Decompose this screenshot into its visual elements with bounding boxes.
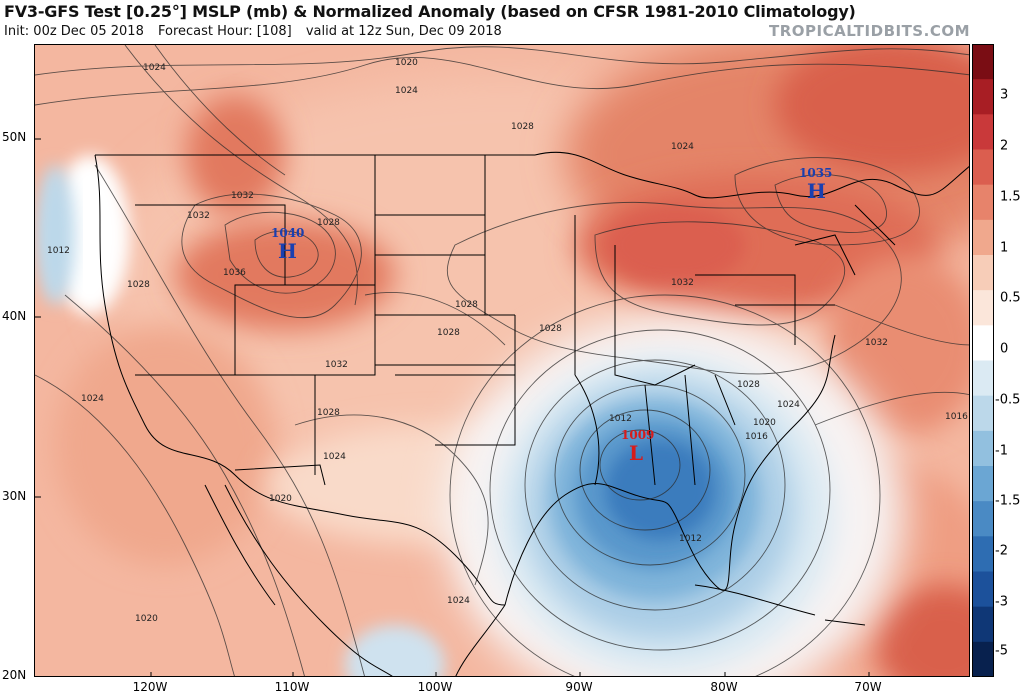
colorbar-swatch [972, 219, 994, 256]
colorbar-tick: 0 [1000, 341, 1009, 357]
lon-label-90w: 90W [565, 680, 593, 694]
isobar-label: 1032 [231, 191, 254, 201]
lat-label-40n: 40N [2, 309, 27, 323]
anomaly-colorbar [972, 44, 1020, 678]
colorbar-swatch [972, 536, 994, 573]
colorbar-swatch [972, 466, 994, 502]
colorbar-border [972, 44, 994, 677]
isobar-label: 1028 [511, 122, 534, 132]
isobar-label: 1028 [737, 380, 760, 390]
isobar-label: 1012 [47, 246, 70, 256]
isobar-label: 1028 [437, 328, 460, 338]
colorbar-tick: -1.5 [995, 493, 1021, 509]
high-pressure-symbol: H [278, 239, 297, 263]
colorbar-swatch [972, 149, 994, 186]
colorbar-swatch [972, 501, 994, 537]
high-pressure-symbol: H [807, 179, 826, 203]
isobar-label: 1024 [447, 596, 470, 606]
colorbar-swatch [972, 290, 994, 326]
isobar-label: 1020 [753, 418, 776, 428]
isobar-label: 1020 [269, 494, 292, 504]
colorbar-tick: -1 [995, 443, 1008, 459]
isobar-label: 1012 [679, 534, 702, 544]
lon-label-80w: 80W [710, 680, 738, 694]
colorbar-swatch [972, 395, 994, 432]
pressure-centers: 1040 H 1035 H 1009 L [271, 166, 832, 465]
colorbar-swatch [972, 325, 994, 362]
colorbar-tick: -0.5 [995, 392, 1021, 408]
anomaly-shading [35, 45, 969, 676]
anomaly-map[interactable]: 1024 1020 1024 1028 1024 1032 1032 1012 … [34, 44, 970, 677]
colorbar-tick: 3 [1000, 87, 1009, 103]
axis-ticks [35, 138, 870, 676]
isobar-label: 1032 [187, 211, 210, 221]
isobar-label-group: 1024 1020 1024 1028 1024 1032 1032 1012 … [47, 58, 968, 624]
isobar-label: 1024 [777, 400, 800, 410]
lon-label-70w: 70W [854, 680, 882, 694]
isobar-label: 1032 [325, 360, 348, 370]
isobar-label: 1028 [455, 300, 478, 310]
colorbar-swatch [972, 255, 994, 291]
map-title: FV3-GFS Test [0.25°] MSLP (mb) & Normali… [4, 2, 856, 21]
isobar-label: 1024 [323, 452, 346, 462]
lat-label-50n: 50N [2, 130, 27, 144]
colorbar-tick: -5 [995, 643, 1008, 659]
isobar-label: 1016 [945, 412, 968, 422]
isobar-label: 1012 [609, 414, 632, 424]
lon-label-120w: 120W [132, 680, 168, 694]
colorbar-swatch [972, 571, 994, 608]
isobar-label: 1020 [135, 614, 158, 624]
isobar-contours [35, 45, 969, 676]
colorbar-swatch [972, 44, 994, 80]
valid-time: valid at 12z Sun, Dec 09 2018 [305, 24, 502, 39]
isobar-label: 1028 [127, 280, 150, 290]
colorbar-swatch [972, 430, 994, 467]
colorbar-tick: -3 [995, 594, 1008, 610]
forecast-hour: Forecast Hour: [108] [157, 24, 292, 39]
lon-label-100w: 100W [417, 680, 453, 694]
isobar-label: 1032 [671, 278, 694, 288]
isobar-label: 1028 [317, 408, 340, 418]
isobar-label: 1016 [745, 432, 768, 442]
colorbar-swatch [972, 79, 994, 115]
isobar-label: 1020 [395, 58, 418, 68]
isobar-label: 1028 [539, 324, 562, 334]
map-canvas: 1024 1020 1024 1028 1024 1032 1032 1012 … [35, 45, 969, 676]
colorbar-swatch [972, 184, 994, 221]
brand-watermark: TROPICALTIDBITS.COM [769, 22, 970, 40]
lat-label-20n: 20N [2, 668, 27, 682]
colorbar-swatch [972, 641, 994, 678]
high-pressure-value: 1035 [799, 166, 832, 180]
lat-label-30n: 30N [2, 489, 27, 503]
init-time: Init: 00z Dec 05 2018 [4, 24, 144, 39]
isobar-label: 1028 [317, 218, 340, 228]
colorbar-tick: -2 [995, 543, 1008, 559]
isobar-label: 1024 [143, 63, 166, 73]
political-boundaries [94, 151, 969, 676]
isobar-label: 1024 [395, 86, 418, 96]
isobar-label: 1024 [81, 394, 104, 404]
isobar-label: 1024 [671, 142, 694, 152]
colorbar-tick: 0.5 [1000, 290, 1021, 306]
colorbar-swatch [972, 360, 994, 397]
low-pressure-value: 1009 [621, 428, 654, 442]
colorbar-tick: 2 [1000, 138, 1009, 154]
isobar-label: 1036 [223, 268, 246, 278]
colorbar-swatch [972, 114, 994, 151]
colorbar-tick: 1 [1000, 240, 1009, 256]
high-pressure-value: 1040 [271, 226, 304, 240]
colorbar-swatch [972, 606, 994, 643]
low-pressure-symbol: L [629, 441, 643, 465]
colorbar-tick: 1.5 [1000, 189, 1021, 205]
colorbar-swatches [972, 44, 994, 678]
map-subtitle: Init: 00z Dec 05 2018 Forecast Hour: [10… [4, 24, 512, 39]
isobar-label: 1032 [865, 338, 888, 348]
lon-label-110w: 110W [274, 680, 310, 694]
